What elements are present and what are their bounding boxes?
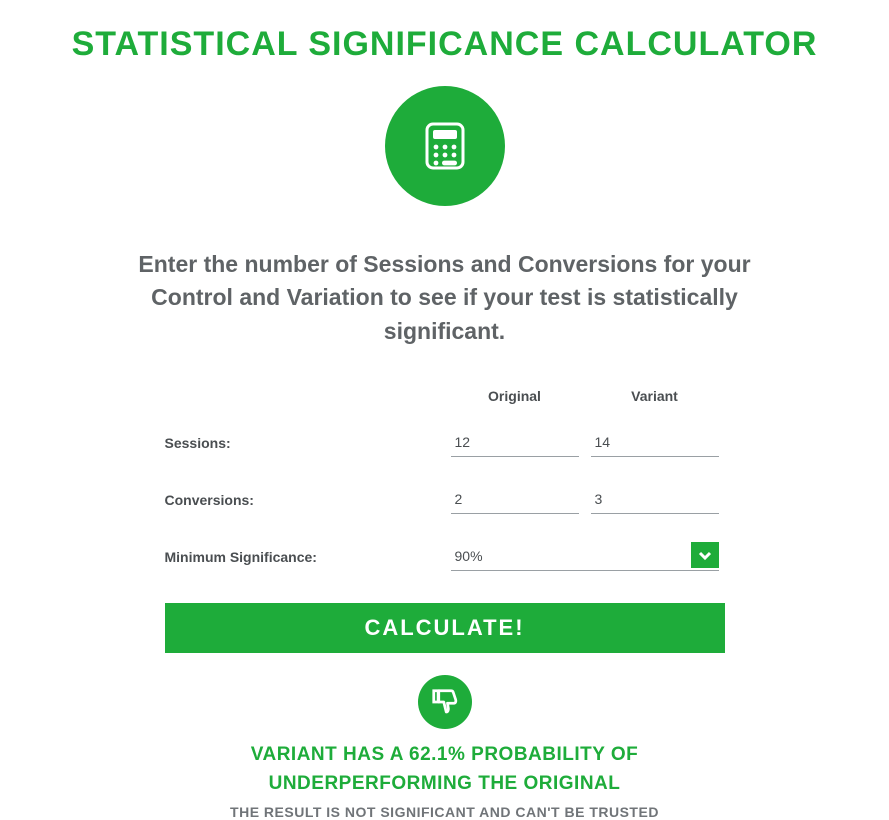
result-subtext: THE RESULT IS NOT SIGNIFICANT AND CAN'T …: [60, 804, 829, 820]
thumbs-down-icon: [418, 675, 472, 729]
result-line2: UNDERPERFORMING THE ORIGINAL: [269, 773, 621, 794]
select-value: 90%: [451, 542, 719, 571]
calculator-icon: [385, 86, 505, 206]
input-sessions-original[interactable]: [451, 428, 579, 457]
select-min-significance[interactable]: 90%: [445, 542, 725, 571]
page: STATISTICAL SIGNIFICANCE CALCULATOR Ente…: [0, 0, 889, 820]
subtitle: Enter the number of Sessions and Convers…: [105, 248, 785, 348]
page-title: STATISTICAL SIGNIFICANCE CALCULATOR: [60, 25, 829, 64]
input-sessions-variant[interactable]: [591, 428, 719, 457]
input-conversions-variant[interactable]: [591, 485, 719, 514]
result-headline: VARIANT HAS A 62.1% PROBABILITY OF UNDER…: [60, 741, 829, 798]
label-sessions: Sessions:: [165, 435, 445, 457]
label-min-significance: Minimum Significance:: [165, 549, 445, 571]
chevron-down-icon: [691, 542, 719, 568]
input-conversions-original[interactable]: [451, 485, 579, 514]
header-original: Original: [445, 388, 585, 414]
row-sessions: Sessions:: [165, 428, 725, 457]
column-headers: Original Variant: [165, 388, 725, 414]
calculate-button[interactable]: CALCULATE!: [165, 603, 725, 653]
result-line1: VARIANT HAS A 62.1% PROBABILITY OF: [251, 744, 639, 765]
row-conversions: Conversions:: [165, 485, 725, 514]
label-conversions: Conversions:: [165, 492, 445, 514]
calculator-form: Original Variant Sessions: Conversions: …: [165, 388, 725, 571]
header-variant: Variant: [585, 388, 725, 414]
row-min-significance: Minimum Significance: 90%: [165, 542, 725, 571]
